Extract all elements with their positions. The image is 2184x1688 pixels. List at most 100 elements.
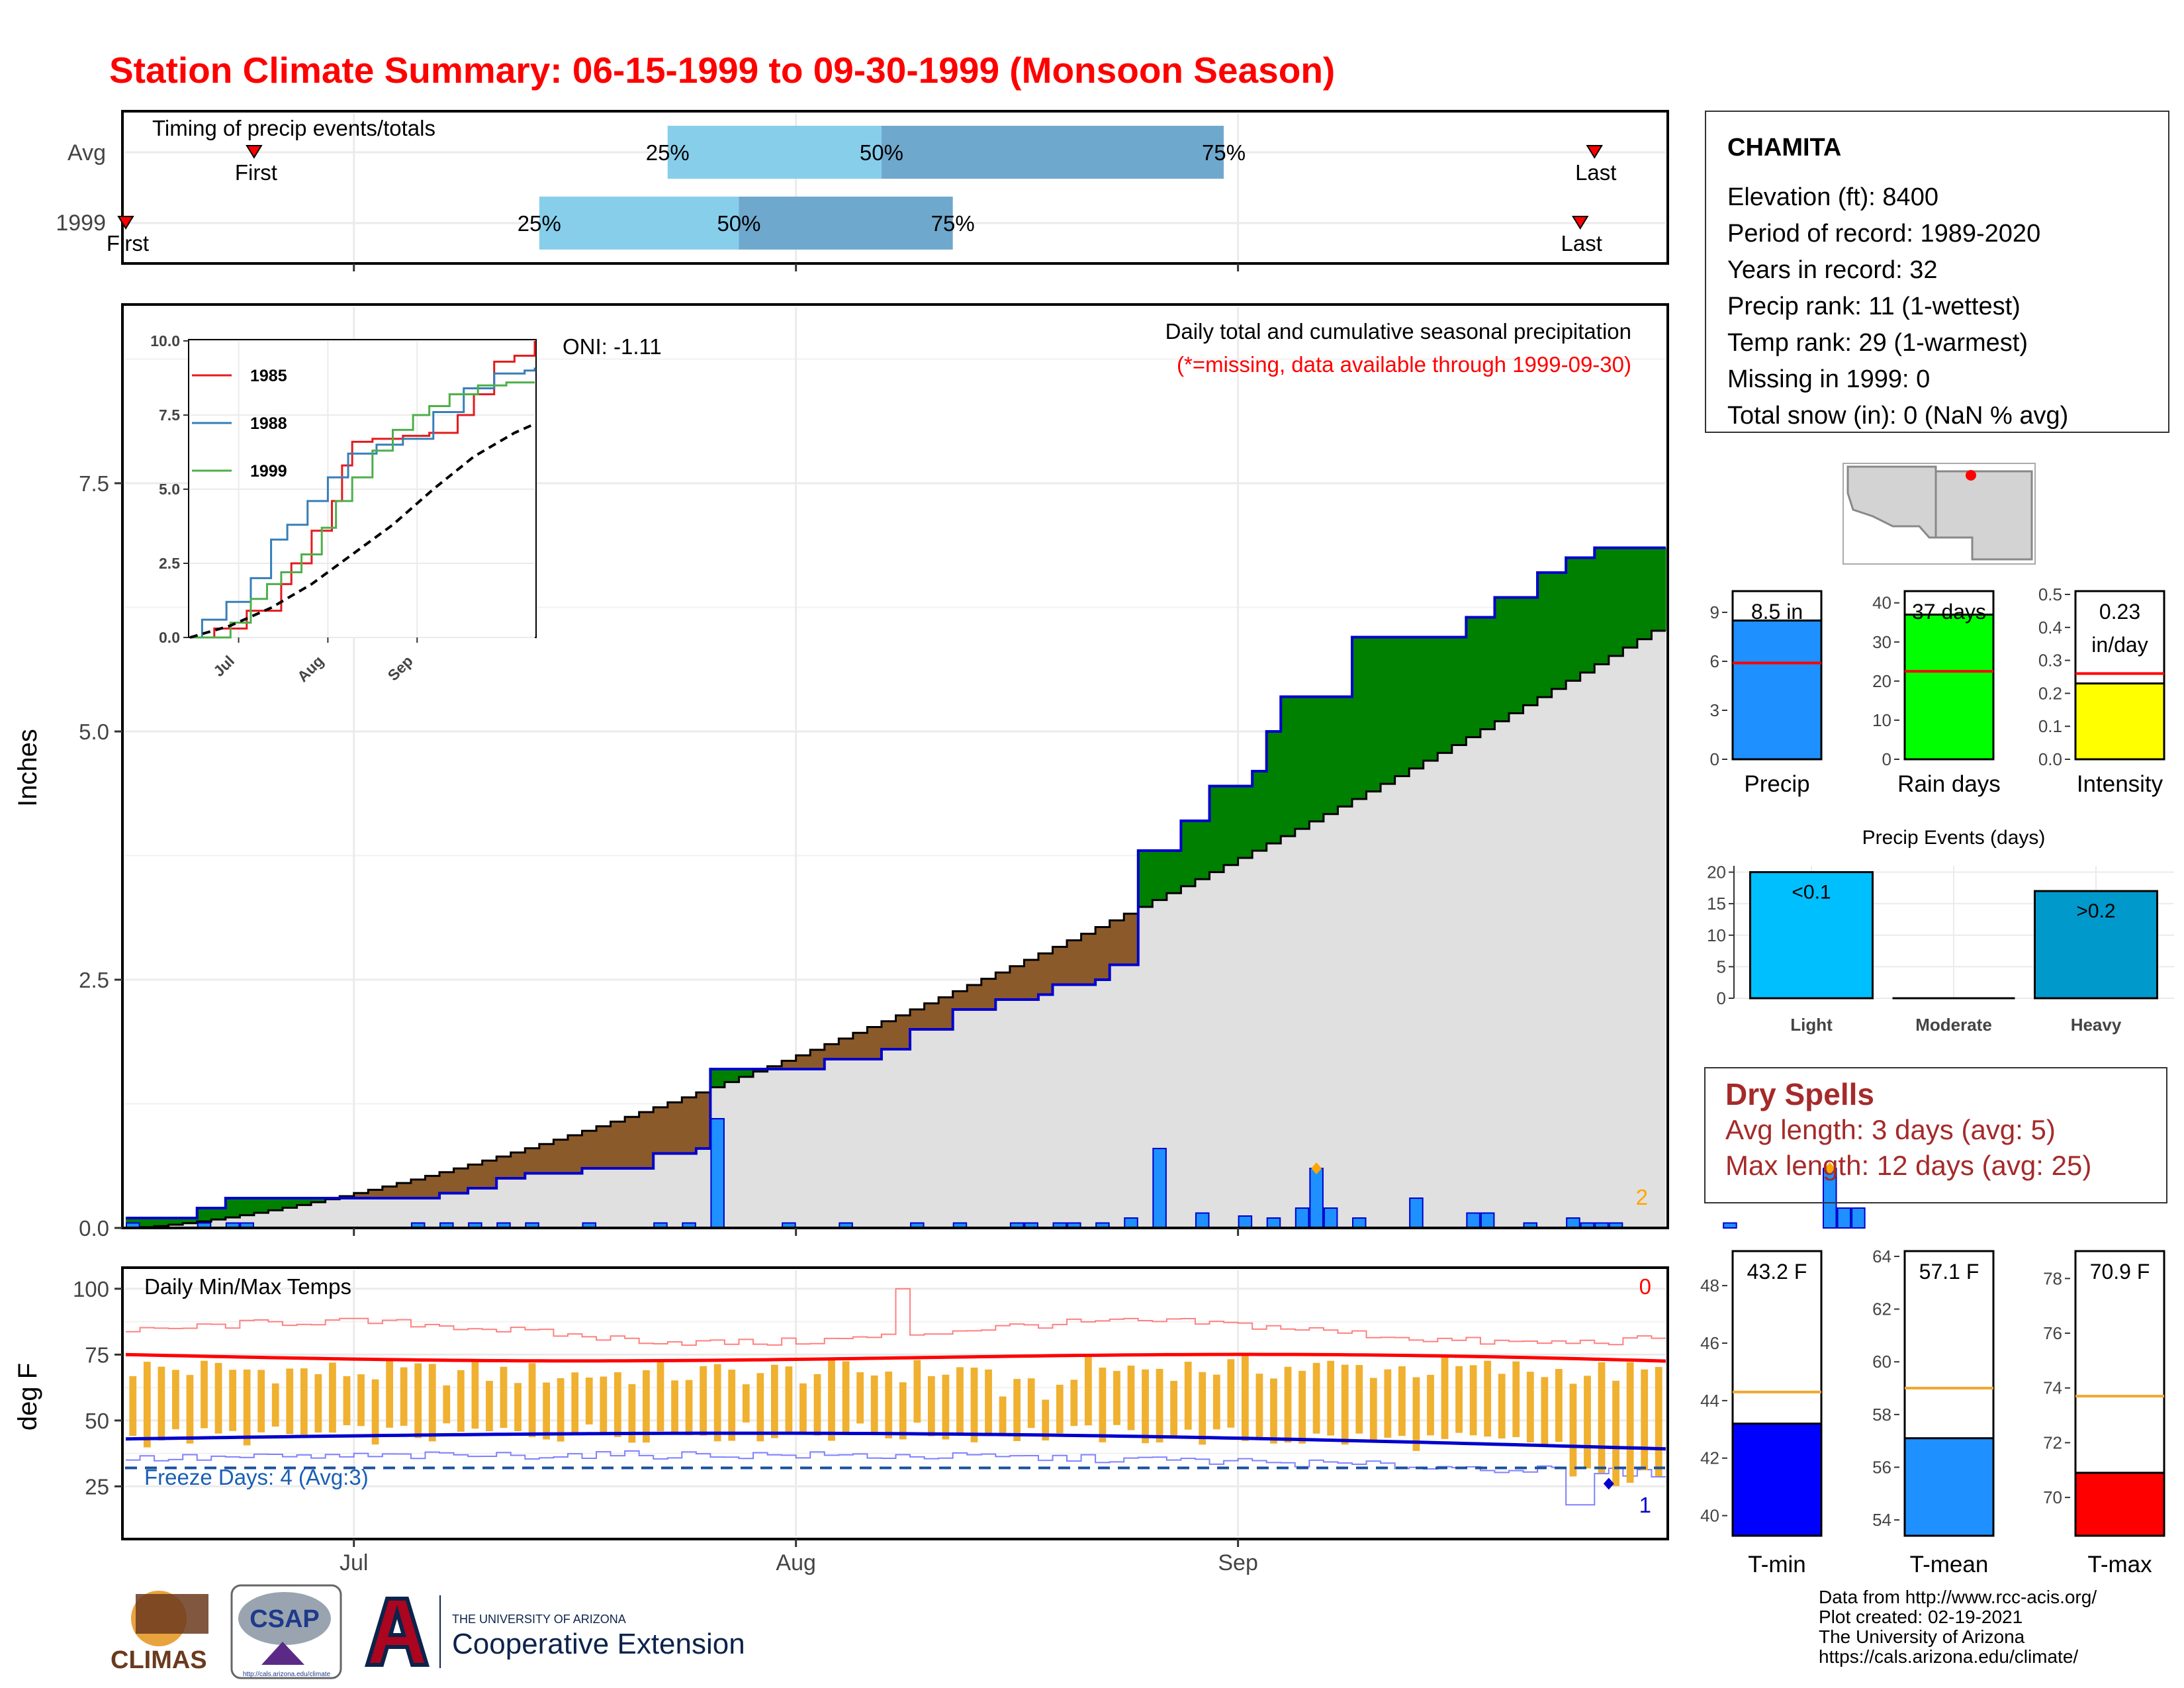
climas-logo-text: CLIMAS <box>111 1646 207 1674</box>
below-average-segment <box>539 1144 554 1174</box>
above-average-segment <box>1551 573 1567 689</box>
small-chart-value-label: 57.1 F <box>1919 1260 1979 1284</box>
daily-precip-bar <box>710 1118 725 1229</box>
temp-y-tick-label: 50 <box>85 1409 109 1433</box>
small-chart-tick-label: 0 <box>1710 749 1719 769</box>
above-average-segment <box>1181 821 1196 886</box>
temp-y-tick-label: 75 <box>85 1342 109 1367</box>
last-label: Last <box>1575 160 1616 185</box>
first-label: First <box>107 231 149 256</box>
small-chart-category: T-max <box>2087 1552 2152 1577</box>
small-chart-tick-label: 3 <box>1710 700 1719 720</box>
below-average-segment <box>510 1152 525 1178</box>
above-average-segment <box>739 1069 754 1077</box>
daily-temp-range-bar <box>1655 1367 1662 1477</box>
footer-credits: Data from http://www.rcc-acis.org/Plot c… <box>1819 1587 2097 1667</box>
timing-percent-label: 25% <box>646 140 690 165</box>
above-average-segment <box>1451 637 1467 745</box>
daily-precip-bar <box>1409 1197 1424 1229</box>
below-average-segment <box>610 1121 625 1168</box>
small-chart-bar <box>2074 682 2165 761</box>
daily-temp-range-bar <box>913 1360 921 1423</box>
temp-count-bottom: 1 <box>1639 1493 1651 1517</box>
above-average-segment <box>168 1218 183 1225</box>
csap-logo-mountain <box>261 1642 304 1665</box>
timing-row-avg: Avg <box>68 140 106 165</box>
daily-temp-range-bar <box>1127 1365 1135 1430</box>
daily-temp-range-bar <box>300 1368 308 1435</box>
small-chart-value-label: 0.23 <box>2099 600 2140 624</box>
daily-precip-bar <box>1238 1215 1253 1229</box>
precip-area <box>126 546 1666 1229</box>
daily-temp-range-bar <box>201 1360 208 1429</box>
above-average-segment <box>1281 696 1296 837</box>
daily-temp-range-bar <box>286 1368 294 1434</box>
daily-temp-range-bar <box>1113 1370 1120 1425</box>
small-chart-tick-label: 0.4 <box>2038 618 2062 637</box>
temp-plot <box>125 1288 1666 1506</box>
logo-strip: CLIMAS CSAP http://cals.arizona.edu/clim… <box>111 1584 745 1679</box>
daily-temp-range-bar <box>371 1379 379 1445</box>
daily-temp-range-bar <box>343 1376 351 1426</box>
first-marker <box>246 145 263 159</box>
daily-precip-bar <box>1124 1217 1138 1229</box>
above-average-segment <box>1651 547 1666 631</box>
above-average-segment <box>1266 731 1281 844</box>
record-max-line <box>126 1288 1666 1346</box>
daily-temp-range-bar <box>828 1359 835 1441</box>
daily-temp-range-bar <box>643 1370 650 1443</box>
daily-temp-range-bar <box>1255 1374 1263 1438</box>
daily-temp-range-bar <box>813 1374 821 1436</box>
small-chart-tick-label: 60 <box>1872 1352 1891 1372</box>
daily-temp-range-bar <box>728 1370 736 1441</box>
climas-logo-mark <box>136 1594 208 1634</box>
above-average-segment <box>1323 696 1339 814</box>
small-chart-tick-label: 70 <box>2043 1487 2062 1507</box>
above-average-segment <box>154 1218 169 1227</box>
daily-precip-bar <box>1466 1212 1480 1229</box>
csap-logo: CSAP http://cals.arizona.edu/climate <box>230 1584 342 1679</box>
small-chart-tick-label: 62 <box>1872 1299 1891 1319</box>
below-average-segment <box>810 1049 825 1069</box>
daily-temp-range-bar <box>1384 1369 1392 1438</box>
small-chart-tick-label: 9 <box>1710 602 1719 622</box>
above-average-segment <box>1480 617 1496 729</box>
inset-y-tick-label: 7.5 <box>159 406 180 424</box>
daily-temp-range-bar <box>1626 1362 1634 1483</box>
small-chart-tick-label: 0.5 <box>2038 585 2062 604</box>
small-chart-tick-label: 44 <box>1700 1391 1719 1411</box>
timing-bar-50-75 <box>881 126 1224 179</box>
below-average-segment <box>796 1055 811 1069</box>
below-average-segment <box>625 1117 640 1168</box>
above-average-segment <box>1138 851 1153 907</box>
small-chart-category: T-mean <box>1910 1552 1989 1577</box>
footer-line: The University of Arizona <box>1819 1626 2025 1647</box>
below-average-segment <box>839 1038 854 1059</box>
daily-temp-range-bar <box>1412 1377 1420 1451</box>
daily-temp-range-bar <box>486 1381 493 1432</box>
daily-temp-range-bar <box>557 1378 565 1442</box>
daily-temp-range-bar <box>1156 1368 1163 1443</box>
below-average-segment <box>639 1112 654 1168</box>
above-average-segment <box>283 1198 298 1208</box>
ua-big-text: Cooperative Extension <box>452 1628 745 1660</box>
station-info-line: Years in record: 32 <box>1727 256 1938 284</box>
above-average-segment <box>1252 771 1267 851</box>
above-average-segment <box>1637 547 1653 639</box>
daily-temp-range-bar <box>756 1373 764 1442</box>
small-chart-bar <box>1731 1423 1823 1537</box>
events-category: Moderate <box>1915 1015 1992 1035</box>
daily-temp-range-bar <box>1298 1370 1306 1444</box>
small-chart-tick-label: 76 <box>2043 1323 2062 1343</box>
daily-temp-range-bar <box>1355 1365 1363 1434</box>
daily-temp-range-bar <box>143 1362 151 1448</box>
small-chart-bar <box>1903 613 1995 761</box>
daily-temp-range-bar <box>885 1372 893 1438</box>
daily-temp-range-bar <box>214 1362 222 1434</box>
daily-temp-range-bar <box>471 1362 479 1429</box>
temp-y-label: deg F <box>13 1363 42 1430</box>
daily-temp-range-bar <box>1484 1360 1492 1437</box>
below-average-segment <box>396 1183 412 1198</box>
inset-legend-label: 1999 <box>250 462 287 481</box>
below-average-segment <box>952 991 968 1009</box>
